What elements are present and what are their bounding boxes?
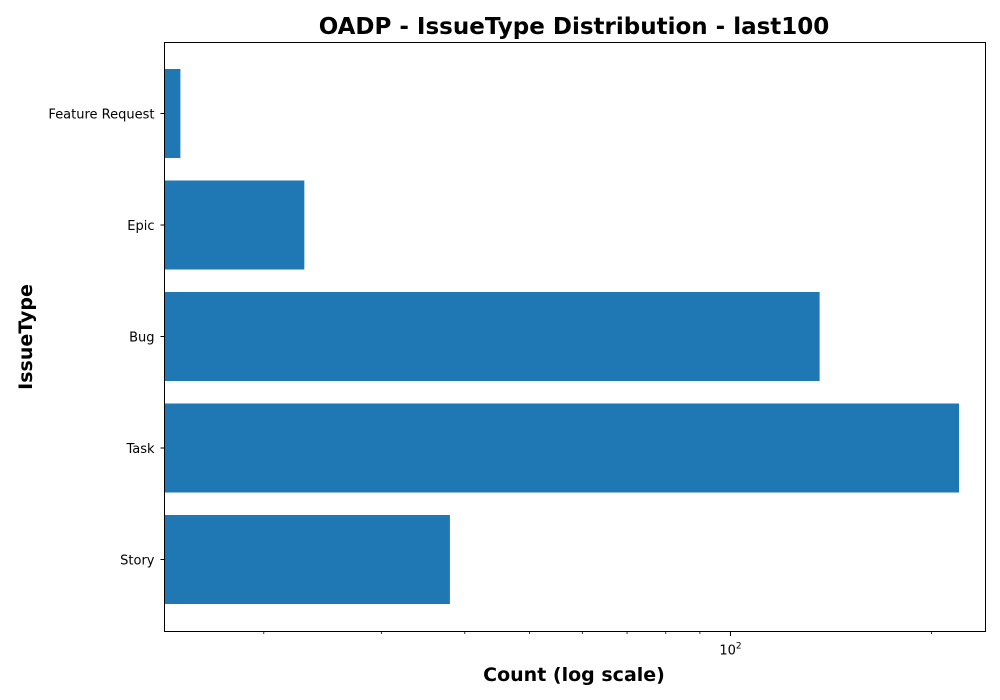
y-axis-label: IssueType — [15, 284, 37, 390]
bar-epic — [164, 180, 305, 270]
bar-story — [164, 515, 450, 604]
y-tick-label: Bug — [129, 331, 154, 346]
bar-bug — [164, 292, 820, 381]
bar-feature-request — [164, 69, 181, 158]
chart-title: OADP - IssueType Distribution - last100 — [319, 14, 830, 40]
x-tick-label: 102 — [719, 642, 741, 659]
bars-layer — [164, 69, 960, 604]
y-tick-label: Task — [125, 442, 155, 457]
x-axis-label: Count (log scale) — [483, 664, 665, 686]
ticks-layer: Story Task Bug Epic Feature Request 102 — [48, 108, 932, 659]
bar-task — [164, 403, 960, 493]
y-tick-label: Feature Request — [48, 108, 154, 123]
plot-frame — [164, 42, 986, 632]
y-tick-label: Story — [120, 554, 155, 569]
y-tick-label: Epic — [127, 219, 154, 234]
